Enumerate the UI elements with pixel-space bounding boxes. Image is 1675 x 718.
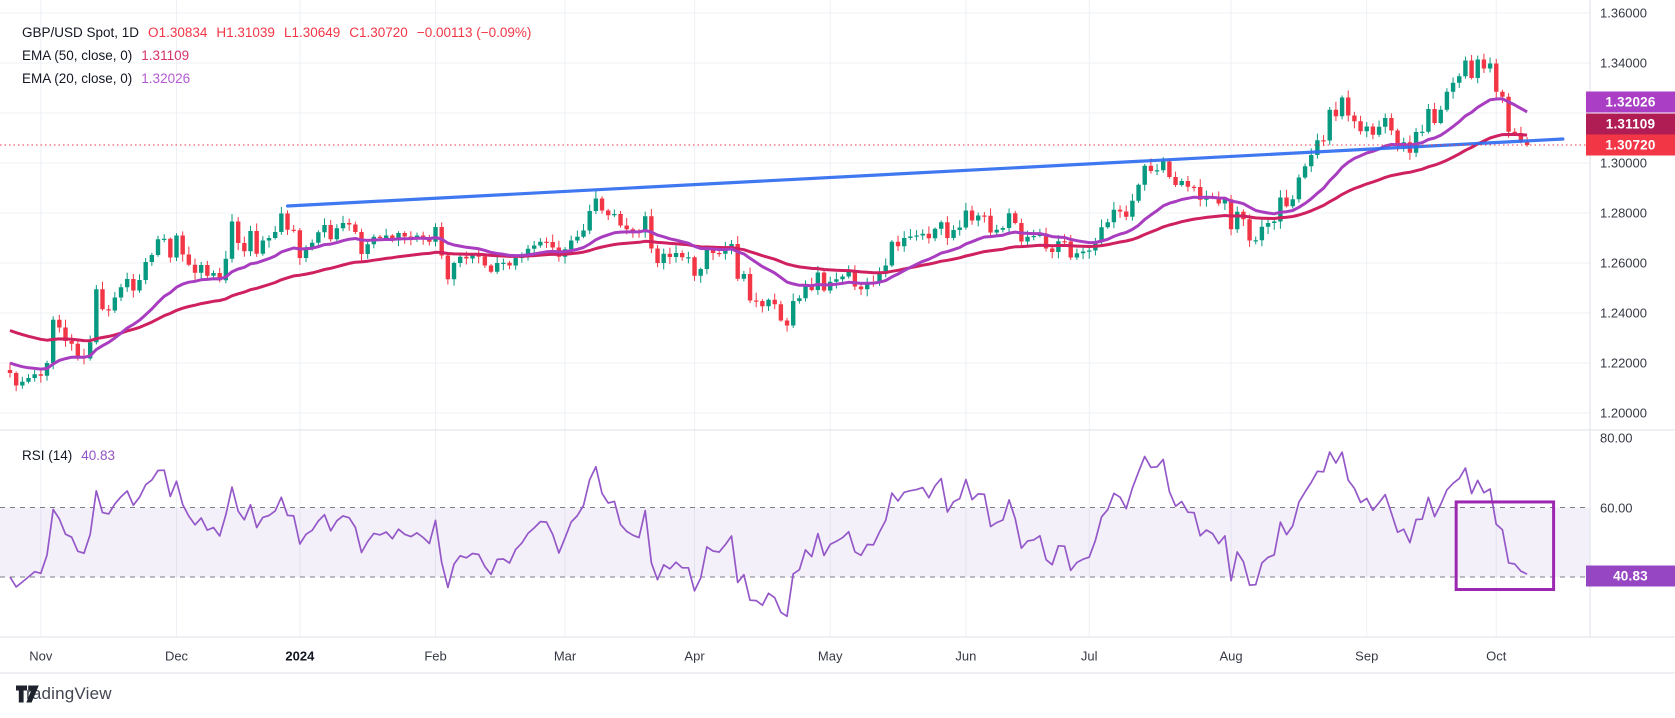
ema50-value: 1.31109 — [141, 48, 190, 63]
low-label: L — [283, 25, 292, 40]
ema20-label[interactable]: EMA (20, close, 0) — [22, 71, 133, 86]
tradingview-logo-icon — [16, 685, 39, 703]
rsi-legend-row: RSI (14) 40.83 — [22, 444, 115, 467]
rsi-value: 40.83 — [81, 448, 116, 463]
symbol-title[interactable]: GBP/USD Spot, 1D — [22, 25, 140, 40]
ema20-legend-row: EMA (20, close, 0) 1.32026 — [22, 67, 531, 90]
rsi-badge: 40.83 — [1586, 565, 1675, 587]
price-axis-label: 1.30000 — [1600, 155, 1647, 171]
time-axis-label: Jul — [1080, 648, 1098, 664]
open-label: O — [148, 25, 159, 40]
time-axis-label: 2024 — [285, 648, 315, 664]
close-label: C — [349, 25, 360, 40]
price-axis-label: 1.28000 — [1600, 205, 1647, 221]
price-axis-label: 1.26000 — [1600, 255, 1647, 271]
time-axis-label: Sep — [1355, 648, 1379, 664]
trendline[interactable] — [285, 137, 1565, 208]
open-value: 1.30834 — [158, 25, 208, 40]
time-axis-label: Feb — [424, 648, 447, 664]
ema50-label[interactable]: EMA (50, close, 0) — [22, 48, 133, 63]
ema50-line[interactable] — [9, 133, 1528, 343]
price-axis-label: 1.36000 — [1600, 5, 1647, 21]
price-axis-label: 1.34000 — [1600, 55, 1647, 71]
price-badge: 1.31109 — [1586, 113, 1675, 134]
time-axis-label: Dec — [164, 648, 189, 664]
low-value: 1.30649 — [291, 25, 341, 40]
rsi-label[interactable]: RSI (14) — [22, 448, 73, 463]
ema20-value: 1.32026 — [141, 71, 191, 86]
main-legend: GBP/USD Spot, 1D O 1.30834 H 1.31039 L 1.30… — [22, 21, 531, 90]
price-axis-label: 1.20000 — [1600, 405, 1647, 421]
time-axis[interactable] — [0, 637, 1590, 673]
pane-separator[interactable] — [0, 428, 1590, 433]
time-axis-label: Apr — [684, 648, 705, 664]
rsi-legend: RSI (14) 40.83 — [22, 444, 115, 467]
ema20-line[interactable] — [9, 97, 1528, 371]
change-value: −0.00113 (−0.09%) — [416, 25, 532, 40]
time-axis-label: Mar — [553, 648, 577, 664]
rsi-band-fill — [0, 507, 1590, 577]
rsi-axis-label: 80.00 — [1600, 430, 1633, 446]
price-axis-label: 1.24000 — [1600, 305, 1647, 321]
time-axis-label: Nov — [29, 648, 53, 664]
price-badge: 1.30720 — [1586, 134, 1675, 156]
price-badge: 1.32026 — [1586, 91, 1675, 113]
time-axis-label: May — [817, 648, 843, 664]
time-axis-label: Jun — [955, 648, 977, 664]
tradingview-logo-text: TradingView — [16, 684, 112, 703]
high-value: 1.31039 — [226, 25, 275, 40]
candles — [7, 53, 1530, 392]
ema50-legend-row: EMA (50, close, 0) 1.31109 — [22, 44, 531, 67]
rsi-axis-label: 60.00 — [1600, 500, 1633, 515]
high-label: H — [216, 25, 227, 40]
time-axis-label: Oct — [1486, 648, 1507, 664]
symbol-legend-row: GBP/USD Spot, 1D O 1.30834 H 1.31039 L 1.30… — [22, 21, 531, 44]
rsi-highlight-rectangle[interactable] — [1454, 500, 1556, 592]
tradingview-logo[interactable]: TradingView — [16, 684, 112, 704]
rsi-line[interactable] — [9, 451, 1528, 618]
close-value: 1.30720 — [359, 25, 408, 40]
time-axis-label: Aug — [1219, 648, 1243, 664]
price-axis-label: 1.22000 — [1600, 355, 1647, 371]
